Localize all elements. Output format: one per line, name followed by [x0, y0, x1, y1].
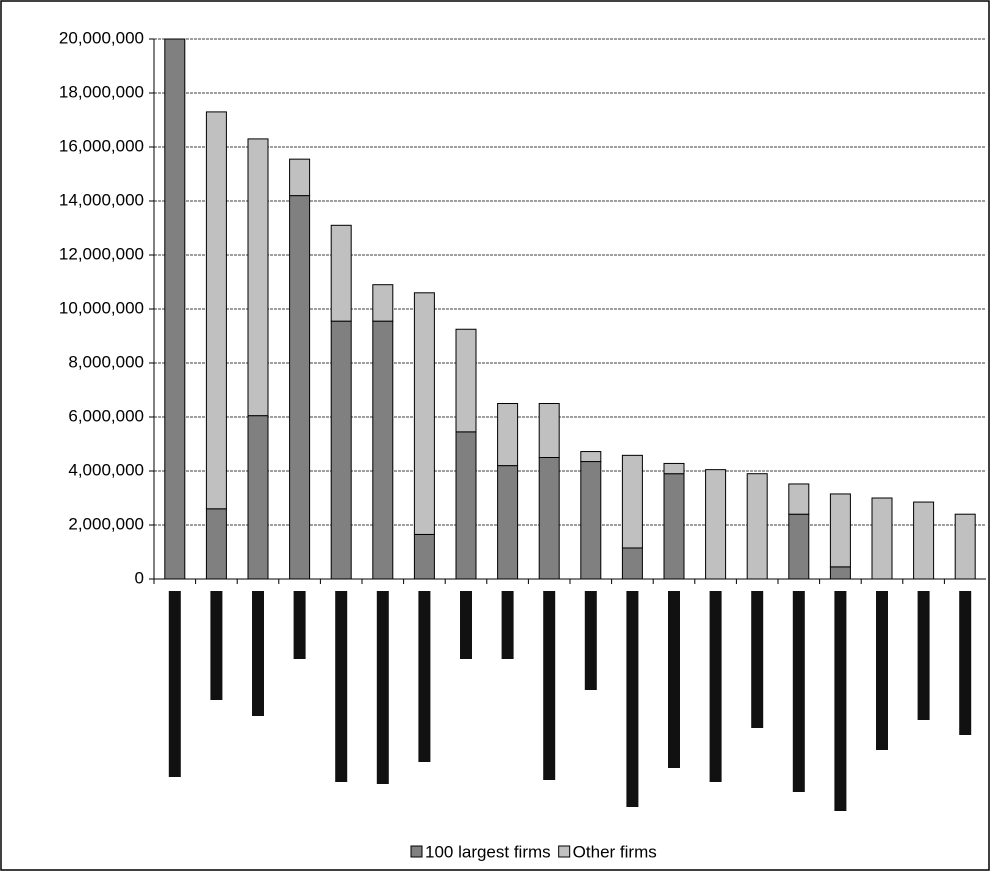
bar-segment	[289, 158, 311, 197]
bar-segment	[497, 465, 519, 580]
category-label-box	[584, 591, 597, 690]
bar-segment	[247, 138, 269, 417]
bar-segment	[663, 462, 685, 475]
legend-label: Other firms	[573, 842, 657, 861]
legend-label: 100 largest firms	[425, 842, 551, 861]
category-label-box	[543, 591, 556, 780]
category-label-box	[293, 591, 306, 659]
bar-segment	[621, 547, 643, 580]
y-tick-label: 12,000,000	[59, 244, 144, 263]
bar-segment	[289, 195, 311, 580]
category-label-box	[668, 591, 680, 768]
legend-swatch	[410, 845, 423, 858]
y-tick-label: 16,000,000	[59, 136, 144, 155]
bar-segment	[829, 566, 851, 580]
bar-segment	[913, 501, 935, 580]
category-label-box	[709, 591, 722, 782]
bar-segment	[455, 431, 477, 580]
y-tick-label: 10,000,000	[59, 298, 144, 317]
bar-segment	[372, 320, 394, 580]
bar-segment	[788, 483, 810, 515]
bar-segment	[621, 454, 643, 549]
bar-segment	[663, 473, 685, 580]
y-tick-label: 2,000,000	[68, 514, 144, 533]
bar-segment	[788, 513, 810, 580]
bar-segment	[372, 284, 394, 322]
bar-segment	[871, 497, 893, 580]
bar-segment	[413, 533, 435, 580]
category-label-box	[501, 591, 514, 659]
bar-segment	[497, 403, 519, 467]
category-label-box	[460, 591, 472, 659]
bar-segment	[164, 38, 186, 580]
category-label-box	[252, 591, 264, 716]
y-tick-label: 6,000,000	[68, 406, 144, 425]
bar-segment	[829, 493, 851, 568]
bar-segment	[538, 457, 560, 580]
y-tick-label: 20,000,000	[59, 28, 144, 47]
category-label-box	[376, 591, 389, 784]
category-label-box	[751, 591, 764, 728]
bar-segment	[330, 224, 352, 322]
bar-segment	[205, 111, 227, 510]
y-tick-label: 18,000,000	[59, 82, 144, 101]
y-tick-label: 4,000,000	[68, 460, 144, 479]
y-tick-label: 14,000,000	[59, 190, 144, 209]
category-label-box	[917, 591, 930, 720]
category-label-box	[834, 591, 847, 811]
category-label-box	[210, 591, 223, 700]
category-label-box	[959, 591, 972, 735]
bar-segment	[538, 403, 560, 458]
bar-segment	[330, 320, 352, 580]
category-label-box	[335, 591, 348, 782]
category-label-box	[418, 591, 431, 762]
bar-segment	[247, 415, 269, 580]
bar-segment	[954, 513, 976, 580]
category-label-box	[792, 591, 805, 792]
bar-segment	[205, 508, 227, 580]
category-label-box	[876, 591, 888, 750]
bar-segment	[580, 461, 602, 580]
bar-segment	[580, 451, 602, 463]
category-label-box	[626, 591, 639, 807]
legend-swatch	[558, 845, 571, 858]
bar-segment	[413, 292, 435, 535]
bar-segment	[746, 473, 768, 580]
bar-segment	[455, 328, 477, 433]
category-label-box	[168, 591, 181, 777]
y-tick-label: 8,000,000	[68, 352, 144, 371]
y-tick-label: 0	[135, 568, 144, 587]
bar-segment	[705, 469, 727, 580]
